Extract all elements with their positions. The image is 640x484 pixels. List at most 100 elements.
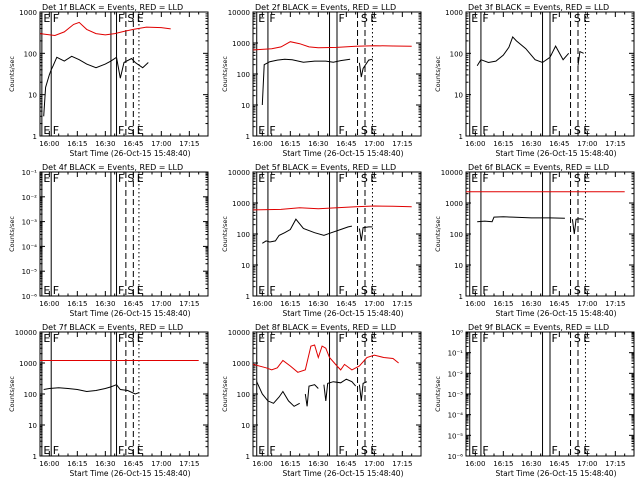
x-tick-label: 16:45 (336, 460, 356, 468)
x-tick-label: 16:45 (549, 460, 569, 468)
panel-title: Det 5f BLACK = Events, RED = LLD (255, 163, 396, 172)
x-tick-label: 16:00 (252, 460, 272, 468)
marker-letter: E (43, 172, 50, 185)
x-tick-label: 16:30 (95, 460, 115, 468)
series-lld-line (40, 21, 171, 37)
marker-letter: E (471, 444, 478, 457)
marker-letter: E (583, 332, 590, 345)
y-tick-label: 1000 (232, 40, 250, 48)
x-tick-label: 17:00 (577, 460, 597, 468)
series-events-line (323, 378, 357, 401)
marker-letter: S (127, 12, 134, 25)
y-tick-label: 1000 (445, 200, 463, 208)
marker-letter: F (482, 12, 488, 25)
x-axis-label: Start Time (26-Oct-15 15:48:40) (69, 469, 190, 478)
marker-letter: E (258, 284, 265, 297)
y-tick-label: 10 (454, 262, 463, 270)
marker-letter: F (269, 444, 275, 457)
marker-letter: F (552, 12, 558, 25)
marker-letter: S (361, 332, 368, 345)
panel-det2f: Det 2f BLACK = Events, RED = LLD 1 10 100 10… (221, 3, 422, 158)
y-tick-label: 1000 (232, 360, 250, 368)
marker-letter: E (370, 444, 377, 457)
y-tick-label: 10 (28, 422, 37, 430)
panel-det3f: Det 3f BLACK = Events, RED = LLD 1 10 100 10… (434, 3, 635, 158)
marker-letter: E (43, 444, 50, 457)
x-tick-label: 16:00 (39, 460, 59, 468)
marker-letter: E (137, 332, 144, 345)
marker-letter: E (137, 284, 144, 297)
y-tick-label: 10 (28, 92, 37, 100)
y-tick-label: 100 (237, 231, 250, 239)
y-tick-label: 1 (246, 453, 250, 461)
x-axis-label: Start Time (26-Oct-15 15:48:40) (495, 309, 616, 318)
panel-title: Det 1f BLACK = Events, RED = LLD (42, 3, 183, 12)
x-tick-label: 16:00 (39, 300, 59, 308)
y-tick-label: 1 (459, 293, 463, 301)
marker-letter: F (482, 444, 488, 457)
marker-letter: E (258, 332, 265, 345)
x-tick-label: 16:30 (95, 300, 115, 308)
x-axis-label: Start Time (26-Oct-15 15:48:40) (69, 309, 190, 318)
y-tick-label: 10 (241, 102, 250, 110)
x-tick-label: 16:15 (493, 460, 513, 468)
marker-letter: S (127, 172, 134, 185)
marker-letter: E (43, 284, 50, 297)
x-axis-label: Start Time (26-Oct-15 15:48:40) (282, 469, 403, 478)
x-tick-label: 17:15 (605, 300, 625, 308)
panel-det5f: Det 5f BLACK = Events, RED = LLD 1 10 100 10… (221, 163, 422, 318)
marker-letter: F (269, 332, 275, 345)
x-tick-label: 17:15 (179, 300, 199, 308)
y-tick-label: 10⁻² (22, 194, 38, 202)
panel-title: Det 8f BLACK = Events, RED = LLD (255, 323, 396, 332)
y-tick-label: 10 (241, 422, 250, 430)
y-tick-label: 10⁻⁵ (22, 268, 38, 276)
y-axis-label: Counts/sec (434, 216, 442, 252)
y-tick-label: 10000 (228, 169, 250, 177)
x-tick-label: 17:00 (577, 300, 597, 308)
y-tick-label: 10000 (15, 329, 37, 337)
panel-det9f: Det 9f BLACK = Events, RED = LLD 10⁻⁶ 10⁻⁵… (434, 323, 635, 478)
series-events-line (577, 50, 584, 66)
y-tick-label: 10⁻⁶ (448, 453, 464, 461)
marker-letter: E (471, 284, 478, 297)
marker-letter: F (552, 172, 558, 185)
x-tick-label: 16:00 (39, 140, 59, 148)
marker-letter: F (482, 172, 488, 185)
series-events-line (358, 381, 368, 401)
marker-letter: F (53, 332, 59, 345)
y-tick-label: 10⁻⁴ (22, 243, 38, 251)
x-tick-label: 16:45 (123, 140, 143, 148)
marker-letter: F (339, 172, 345, 185)
marker-letter: F (339, 12, 345, 25)
x-tick-label: 17:15 (605, 460, 625, 468)
x-axis-label: Start Time (26-Oct-15 15:48:40) (69, 149, 190, 158)
panel-title: Det 7f BLACK = Events, RED = LLD (42, 323, 183, 332)
y-tick-label: 100 (24, 50, 37, 58)
x-tick-label: 16:15 (67, 460, 87, 468)
marker-letter: E (583, 172, 590, 185)
panel-det4f: Det 4f BLACK = Events, RED = LLD 10⁻⁶ 10⁻⁵… (8, 163, 209, 318)
y-tick-label: 1000 (19, 9, 37, 17)
series-group (253, 41, 412, 106)
x-tick-label: 16:15 (280, 300, 300, 308)
series-events-line (358, 226, 373, 241)
series-lld-line (253, 344, 399, 373)
panel-title: Det 6f BLACK = Events, RED = LLD (468, 163, 609, 172)
marker-letter: E (258, 12, 265, 25)
marker-letter: F (552, 332, 558, 345)
marker-letter: F (482, 332, 488, 345)
y-axis-label: Counts/sec (8, 56, 16, 92)
x-tick-label: 16:30 (521, 460, 541, 468)
marker-letter: E (471, 172, 478, 185)
series-group (466, 191, 625, 235)
marker-letter: E (43, 12, 50, 25)
marker-letter: S (361, 124, 368, 137)
marker-letter: F (118, 172, 124, 185)
x-tick-label: 16:30 (308, 140, 328, 148)
series-events-line (262, 218, 353, 244)
marker-letter: F (339, 124, 345, 137)
marker-letter: F (482, 284, 488, 297)
y-tick-label: 10 (454, 92, 463, 100)
x-tick-label: 17:00 (364, 140, 384, 148)
